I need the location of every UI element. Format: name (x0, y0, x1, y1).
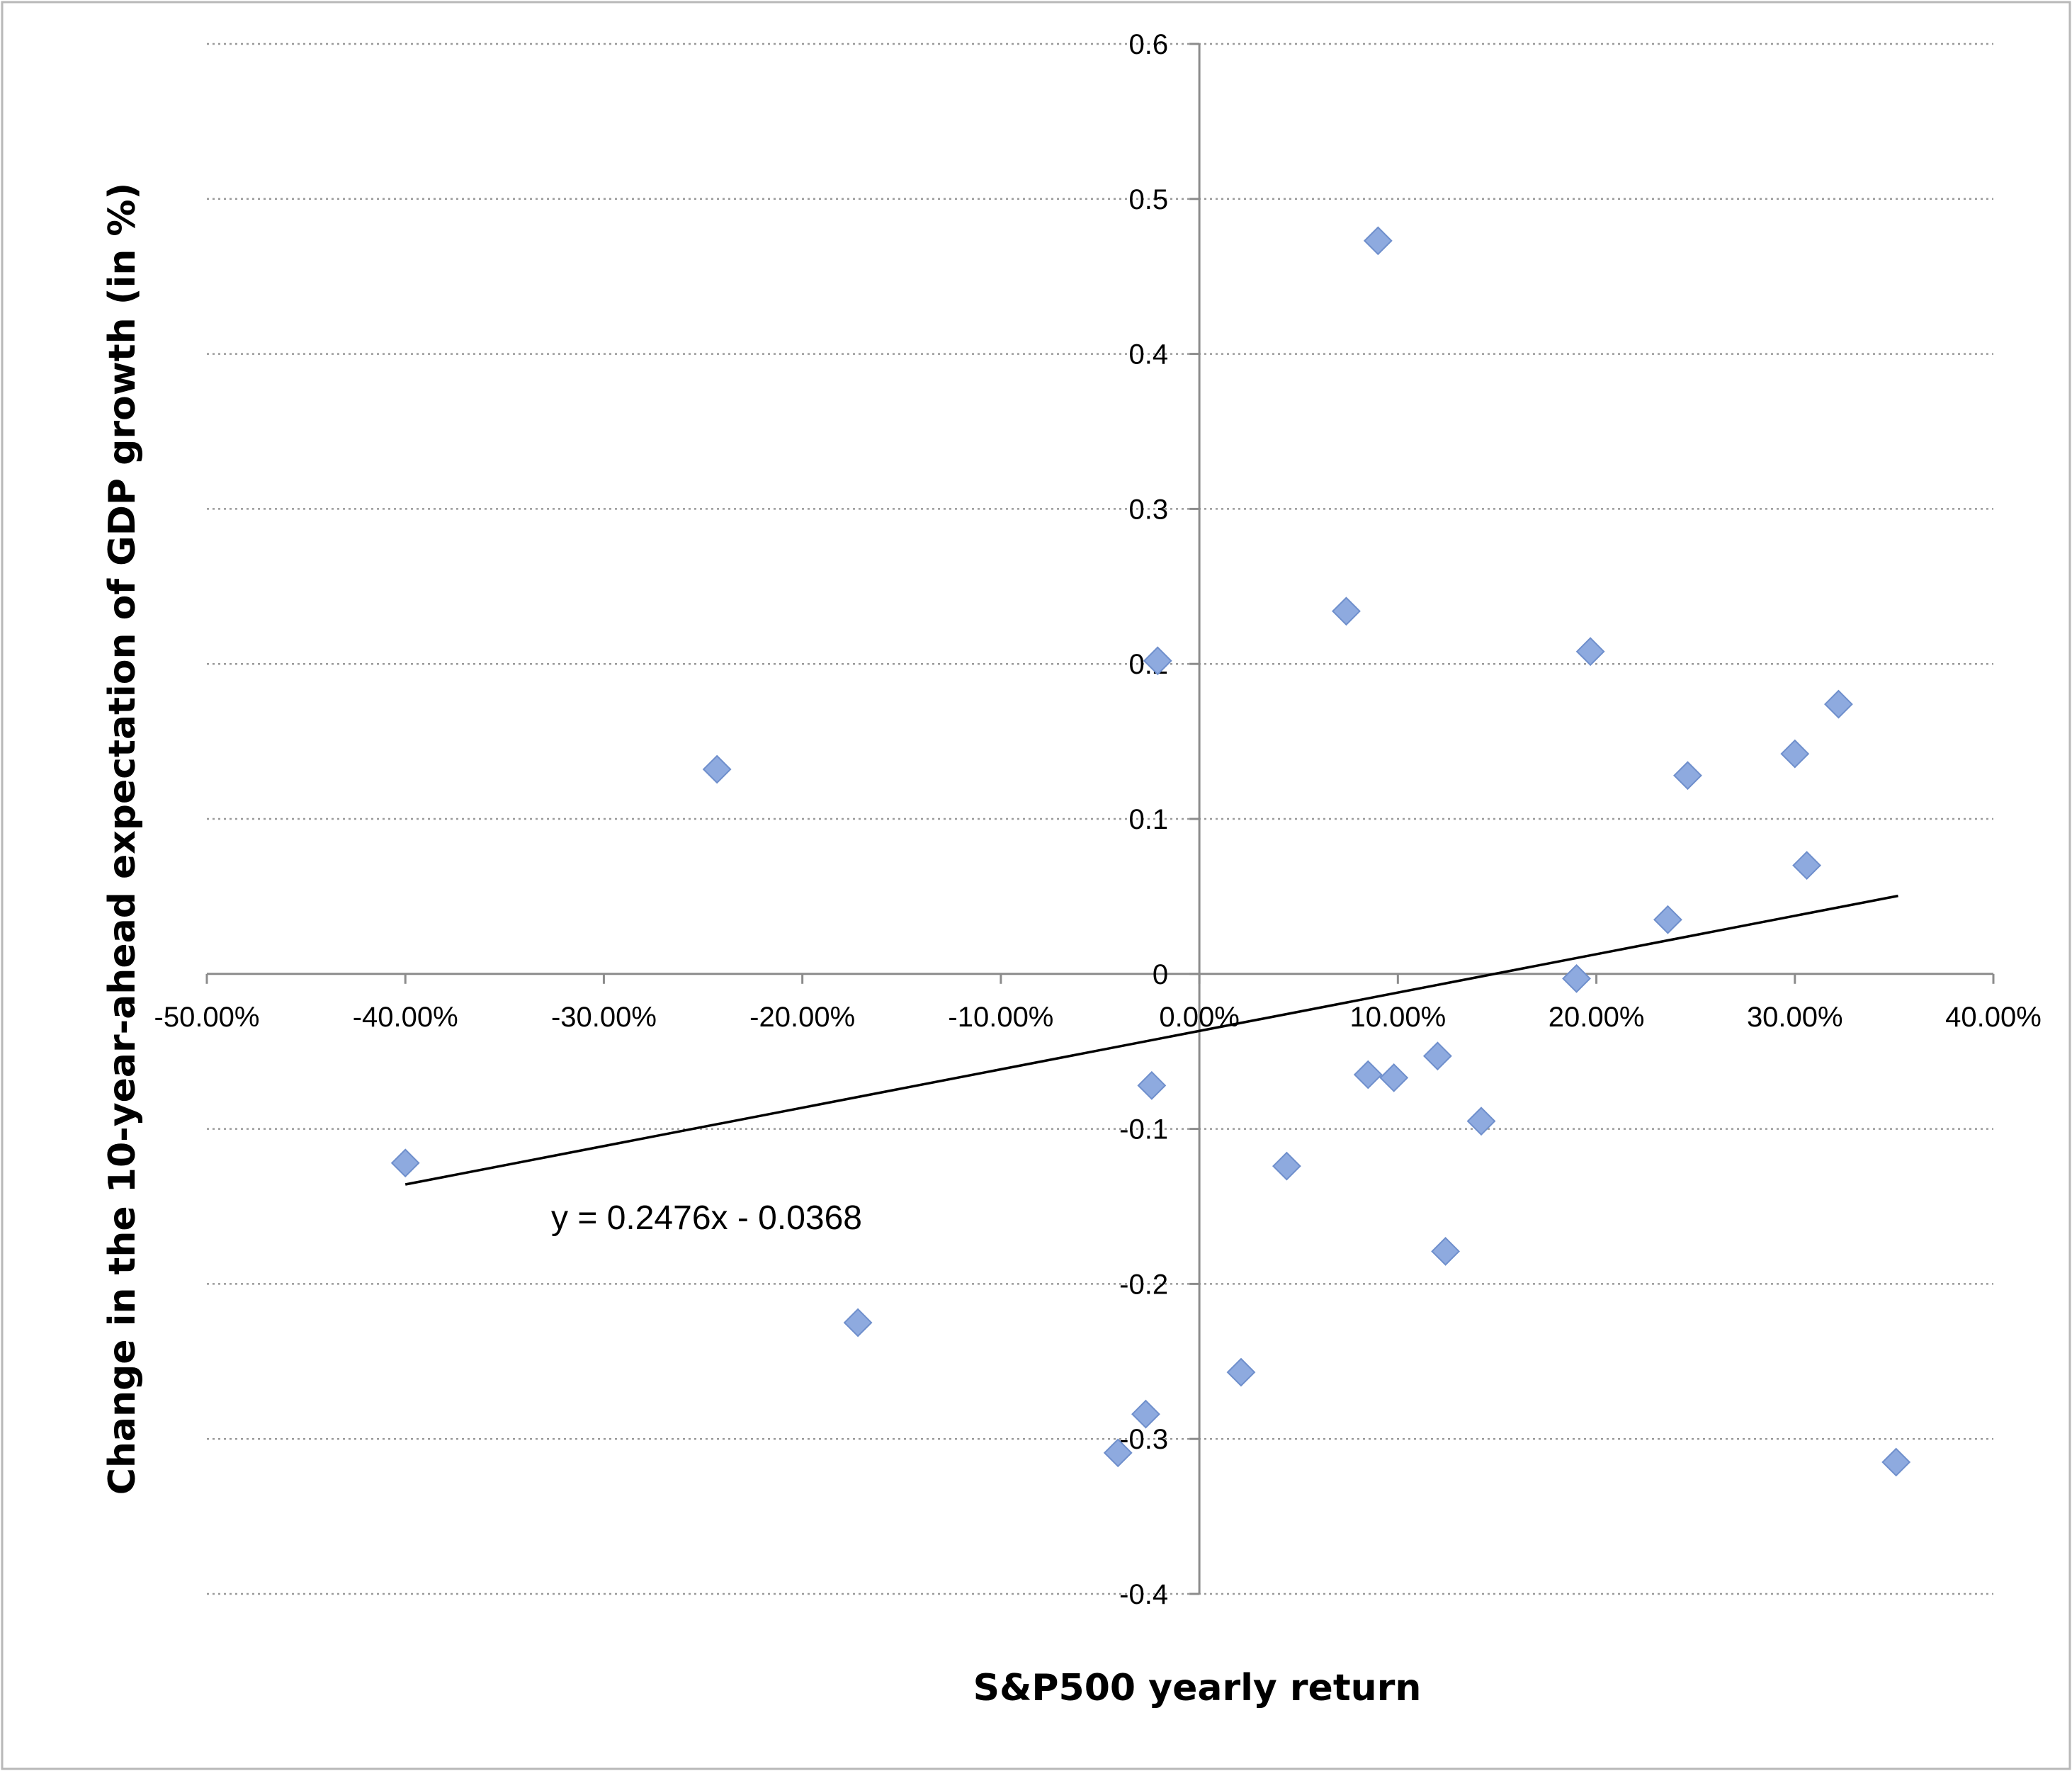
x-tick-label: -40.00% (353, 1002, 458, 1033)
data-point (1103, 1438, 1133, 1468)
data-point (1653, 905, 1682, 934)
x-tick-label: -20.00% (749, 1002, 855, 1033)
y-tick-label: 0.4 (1129, 339, 1169, 370)
trendline (404, 894, 1898, 1186)
data-point (1431, 1237, 1461, 1266)
data-point (1332, 596, 1361, 626)
y-tick-label: 0.5 (1129, 184, 1169, 215)
data-point (702, 754, 732, 784)
x-tick-label: -10.00% (948, 1002, 1053, 1033)
axes (205, 43, 1995, 1595)
data-point (843, 1308, 873, 1337)
trendline-equation: y = 0.2476x - 0.0368 (551, 1199, 862, 1237)
data-point (1353, 1060, 1383, 1090)
y-tick-label: 0.1 (1129, 804, 1169, 835)
x-axis-title: S&P500 yearly return (973, 1667, 1422, 1709)
tick-labels: -50.00% -40.00% -30.00% -20.00% -10.00% 0.00%… (154, 29, 2042, 1610)
data-point (1466, 1107, 1496, 1136)
y-tick-label: -0.1 (1119, 1114, 1168, 1145)
data-point (1131, 1399, 1160, 1429)
y-tick-label: -0.2 (1119, 1269, 1168, 1300)
x-tick-label: 30.00% (1747, 1002, 1843, 1033)
x-tick-label: 10.00% (1349, 1002, 1446, 1033)
data-point (1824, 689, 1853, 719)
trendline-group (404, 894, 1898, 1186)
data-point (390, 1148, 420, 1178)
y-tick-label: 0.3 (1129, 494, 1169, 525)
x-tick-label: -50.00% (154, 1002, 260, 1033)
data-point (1137, 1070, 1167, 1100)
y-tick-label: 0 (1153, 959, 1168, 990)
data-point (1673, 761, 1702, 791)
x-tick-label: 40.00% (1945, 1002, 2042, 1033)
data-point (1881, 1447, 1911, 1477)
y-tick-label: 0.6 (1129, 29, 1169, 60)
data-point (1226, 1357, 1256, 1387)
data-points (390, 226, 1911, 1477)
data-point (1792, 851, 1822, 881)
data-point (1379, 1063, 1409, 1092)
data-point (1422, 1041, 1452, 1071)
y-tick-label: -0.4 (1119, 1579, 1168, 1610)
data-point (1143, 646, 1172, 676)
data-point (1575, 637, 1605, 667)
data-point (1363, 226, 1393, 256)
x-tick-label: 0.00% (1159, 1002, 1239, 1033)
data-point (1562, 963, 1591, 993)
x-tick-label: 20.00% (1549, 1002, 1645, 1033)
y-axis-title: Change in the 10-year-ahead expectation … (101, 183, 144, 1495)
x-tick-label: -30.00% (551, 1002, 657, 1033)
data-point (1272, 1151, 1301, 1181)
data-point (1780, 739, 1810, 769)
